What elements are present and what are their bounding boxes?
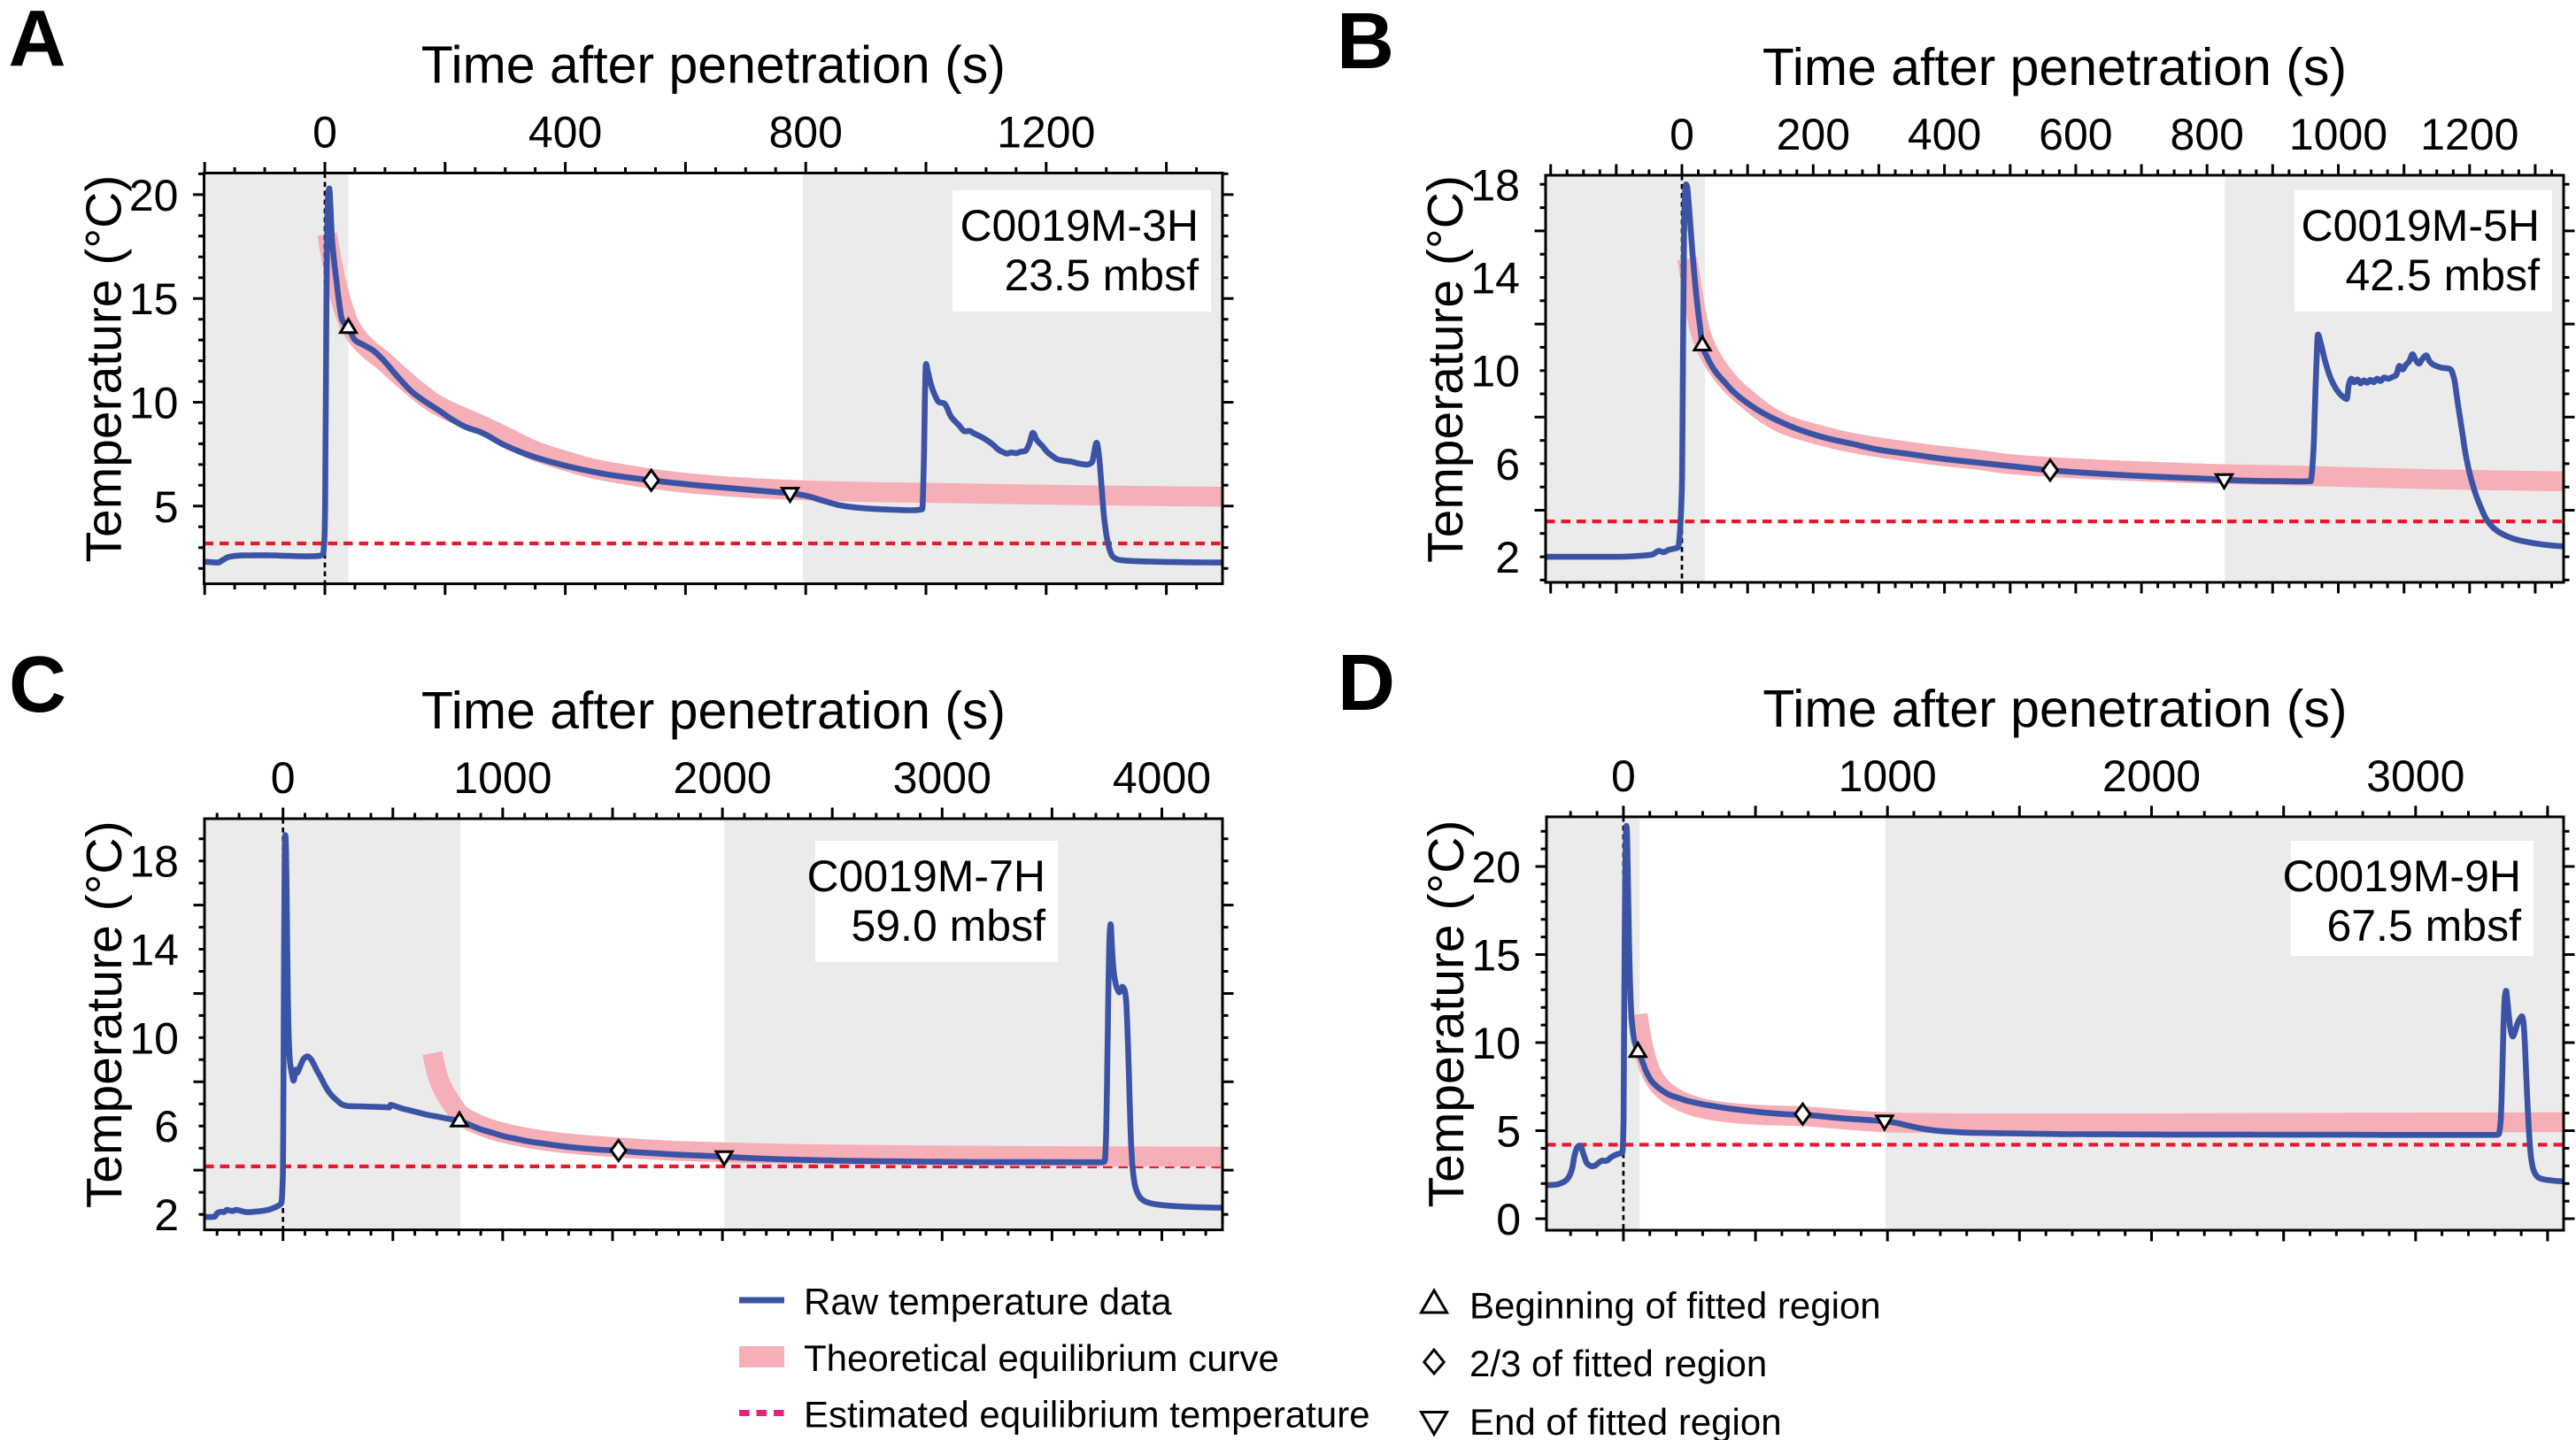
svg-text:Time after penetration (s): Time after penetration (s) (421, 681, 1006, 740)
svg-text:2: 2 (154, 1190, 179, 1240)
svg-text:1200: 1200 (997, 108, 1095, 158)
svg-text:67.5 mbsf: 67.5 mbsf (2326, 901, 2521, 951)
svg-text:5: 5 (154, 482, 179, 532)
svg-text:5: 5 (1496, 1107, 1521, 1157)
svg-text:59.0 mbsf: 59.0 mbsf (851, 901, 1045, 951)
svg-text:C0019M-9H: C0019M-9H (2282, 851, 2521, 901)
svg-text:2000: 2000 (673, 753, 771, 803)
svg-text:23.5 mbsf: 23.5 mbsf (1004, 250, 1199, 300)
svg-text:4000: 4000 (1113, 753, 1211, 803)
svg-text:Temperature (°C): Temperature (°C) (76, 175, 133, 563)
svg-text:C0019M-5H: C0019M-5H (2301, 201, 2540, 250)
svg-text:C: C (9, 641, 66, 729)
svg-text:10: 10 (1471, 1019, 1521, 1068)
svg-text:C0019M-7H: C0019M-7H (806, 851, 1045, 901)
svg-text:18: 18 (1470, 160, 1520, 210)
svg-text:0: 0 (1611, 751, 1636, 801)
svg-text:Time after penetration (s): Time after penetration (s) (1762, 680, 2347, 738)
svg-text:Temperature (°C): Temperature (°C) (76, 820, 133, 1208)
svg-text:6: 6 (154, 1102, 179, 1151)
svg-text:End of fitted region: End of fitted region (1469, 1401, 1782, 1440)
svg-text:Time after penetration (s): Time after penetration (s) (1762, 38, 2347, 96)
svg-text:10: 10 (129, 379, 179, 428)
svg-text:D: D (1338, 639, 1395, 728)
svg-text:1000: 1000 (2289, 110, 2387, 159)
svg-text:Raw temperature data: Raw temperature data (804, 1281, 1172, 1322)
svg-text:600: 600 (2039, 110, 2112, 159)
svg-text:3000: 3000 (2366, 751, 2464, 801)
svg-text:Estimated equilibrium temperat: Estimated equilibrium temperature (804, 1394, 1370, 1436)
svg-text:42.5 mbsf: 42.5 mbsf (2345, 250, 2540, 300)
svg-text:Beginning of fitted region: Beginning of fitted region (1469, 1285, 1881, 1327)
svg-text:1000: 1000 (453, 753, 551, 803)
svg-text:400: 400 (528, 108, 602, 158)
svg-text:Theoretical equilibrium curve: Theoretical equilibrium curve (804, 1337, 1279, 1379)
svg-text:1000: 1000 (1839, 751, 1937, 801)
svg-text:1200: 1200 (2420, 110, 2518, 159)
svg-text:3000: 3000 (893, 753, 991, 803)
svg-text:2: 2 (1495, 533, 1520, 582)
svg-text:0: 0 (1670, 110, 1694, 159)
svg-text:Temperature (°C): Temperature (°C) (1418, 820, 1475, 1208)
svg-text:20: 20 (129, 171, 179, 220)
svg-text:0: 0 (312, 108, 337, 158)
svg-text:10: 10 (129, 1013, 179, 1063)
svg-text:15: 15 (129, 274, 179, 324)
svg-text:2000: 2000 (2102, 751, 2201, 801)
svg-text:0: 0 (271, 753, 296, 803)
svg-text:18: 18 (129, 837, 179, 887)
svg-text:14: 14 (1470, 254, 1520, 304)
svg-text:400: 400 (1908, 110, 1981, 159)
svg-text:0: 0 (1496, 1195, 1521, 1244)
svg-text:20: 20 (1471, 843, 1521, 892)
svg-text:800: 800 (2170, 110, 2243, 159)
svg-text:800: 800 (768, 108, 842, 158)
svg-text:14: 14 (129, 926, 179, 975)
svg-text:Time after penetration (s): Time after penetration (s) (421, 36, 1006, 95)
svg-text:10: 10 (1470, 347, 1520, 397)
svg-text:6: 6 (1495, 440, 1520, 489)
svg-text:2/3 of fitted region: 2/3 of fitted region (1469, 1343, 1767, 1384)
svg-text:C0019M-3H: C0019M-3H (960, 201, 1199, 250)
svg-text:A: A (9, 0, 66, 84)
svg-text:Temperature (°C): Temperature (°C) (1417, 175, 1474, 563)
svg-text:200: 200 (1777, 110, 1850, 159)
svg-text:B: B (1337, 0, 1394, 86)
svg-text:15: 15 (1471, 931, 1521, 981)
